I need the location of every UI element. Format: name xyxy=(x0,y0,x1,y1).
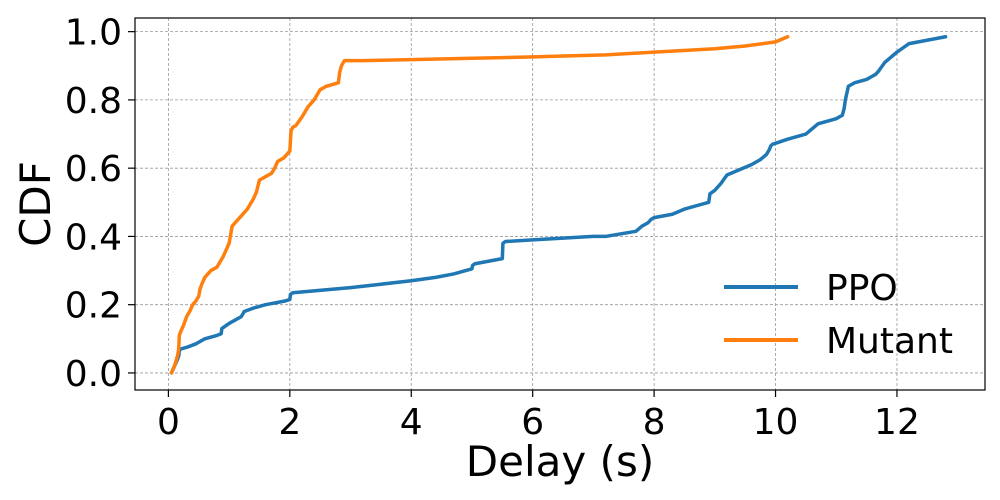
legend-label-mutant: Mutant xyxy=(826,321,953,362)
y-tick-label-5: 1.0 xyxy=(65,13,122,54)
x-tick-label-5: 10 xyxy=(753,402,799,443)
y-tick-label-3: 0.6 xyxy=(65,149,122,190)
x-axis-label: Delay (s) xyxy=(466,437,654,486)
legend-label-ppo: PPO xyxy=(826,268,898,309)
grid-layer xyxy=(135,18,985,390)
y-axis-label: CDF xyxy=(11,161,60,247)
x-tick-label-2: 4 xyxy=(400,402,423,443)
x-tick-label-1: 2 xyxy=(278,402,301,443)
series-line-mutant xyxy=(169,35,790,375)
x-tick-label-0: 0 xyxy=(157,402,180,443)
tick-layer: 0 2 4 6 8 10 12 0.0 0.2 0.4 0.6 0.8 1.0 xyxy=(65,13,920,443)
x-tick-label-4: 8 xyxy=(643,402,666,443)
y-tick-label-4: 0.8 xyxy=(65,81,122,122)
x-tick-label-3: 6 xyxy=(521,402,544,443)
series-layer xyxy=(169,35,948,375)
y-tick-label-1: 0.2 xyxy=(65,286,122,327)
x-tick-label-6: 12 xyxy=(874,402,920,443)
series-line-ppo xyxy=(169,35,948,375)
y-tick-label-2: 0.4 xyxy=(65,217,122,258)
plot-frame xyxy=(134,17,986,391)
y-tick-label-0: 0.0 xyxy=(65,354,122,395)
legend: PPO Mutant xyxy=(724,268,953,362)
